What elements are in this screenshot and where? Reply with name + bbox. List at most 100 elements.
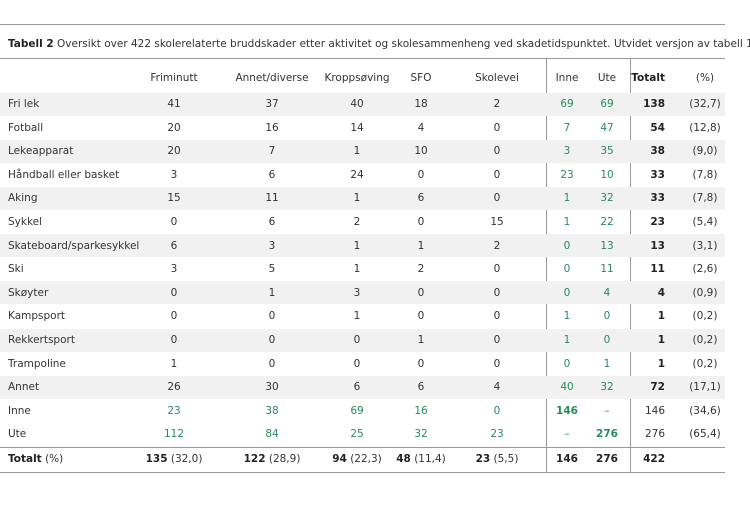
cell: 146 — [644, 404, 665, 417]
cell: – — [604, 404, 610, 417]
total-value: 135 — [145, 453, 168, 465]
column-header: Totalt — [631, 72, 665, 84]
cell: 54 — [650, 121, 665, 134]
row-label: Aking — [8, 192, 38, 205]
cell: 0 — [493, 192, 501, 205]
row-label: Kampsport — [8, 310, 66, 323]
cell: 2 — [417, 263, 425, 276]
cell: 0 — [170, 334, 178, 346]
cell: 11 — [600, 263, 614, 276]
cell: 38 — [650, 145, 665, 158]
cell: 1 — [657, 310, 665, 323]
cell: 3 — [170, 168, 178, 181]
cell: 32 — [600, 381, 614, 394]
rule — [0, 472, 725, 473]
total-label-suffix: (%) — [45, 453, 64, 465]
cell: 0 — [563, 357, 571, 370]
total-pct: (28,9) — [268, 453, 301, 465]
cell: 0 — [417, 168, 425, 181]
cell: 38 — [265, 404, 279, 417]
cell: 0 — [353, 334, 361, 346]
total-cell: 48 (11,4) — [396, 453, 446, 465]
cell: 23 — [650, 216, 665, 228]
cell: 6 — [417, 192, 425, 205]
cell: 0 — [268, 334, 276, 346]
cell: 1 — [563, 310, 571, 323]
cell: 0 — [268, 310, 276, 323]
divider — [546, 58, 547, 472]
total-pct: (11,4) — [414, 453, 446, 465]
cell: 7 — [268, 145, 276, 158]
cell: 0 — [170, 216, 178, 228]
column-header: Ute — [597, 72, 617, 84]
cell: 3 — [170, 263, 178, 276]
total-pct: (32,0) — [170, 453, 203, 465]
cell: 276 — [644, 428, 665, 441]
cell: 4 — [417, 121, 425, 134]
cell: 0 — [563, 286, 571, 299]
row-label: Sykkel — [8, 216, 43, 228]
divider — [630, 58, 631, 472]
row-label: Håndball eller basket — [8, 168, 120, 181]
total-cell: 94 (22,3) — [332, 453, 382, 465]
total-cell: 135 (32,0) — [146, 453, 203, 465]
cell: 11 — [650, 263, 665, 276]
cell: (12,8) — [689, 121, 721, 134]
column-header: Skolevei — [475, 72, 519, 84]
row-label: Trampoline — [8, 357, 66, 370]
cell: 22 — [600, 216, 614, 228]
cell: 1 — [353, 263, 361, 276]
total-value: 94 — [332, 453, 347, 465]
cell: (3,1) — [692, 239, 718, 252]
cell: 15 — [167, 192, 181, 205]
caption-label: Tabell 2 — [8, 38, 54, 50]
cell: 32 — [414, 428, 428, 441]
cell: 13 — [600, 239, 614, 252]
cell: 6 — [170, 239, 178, 252]
row-label: Annet — [8, 381, 40, 394]
cell: (7,8) — [692, 168, 718, 181]
cell: 0 — [563, 263, 571, 276]
caption-text: Oversikt over 422 skolerelaterte bruddsk… — [57, 38, 750, 50]
cell: 1 — [603, 357, 611, 370]
cell: 11 — [265, 192, 279, 205]
cell: 0 — [170, 286, 178, 299]
cell: 23 — [167, 404, 181, 417]
row-label: Ski — [8, 263, 24, 276]
cell: 6 — [268, 216, 276, 228]
cell: (32,7) — [689, 98, 721, 110]
cell: 3 — [353, 286, 361, 299]
cell: 2 — [493, 98, 501, 110]
row-label: Rekkertsport — [8, 334, 75, 346]
cell: 1 — [417, 334, 425, 346]
column-header: SFO — [410, 72, 432, 84]
cell: 16 — [414, 404, 428, 417]
row-label: Skateboard/sparkesykkel — [8, 239, 140, 252]
cell: 0 — [493, 334, 501, 346]
cell: 18 — [414, 98, 428, 110]
cell: 16 — [265, 121, 279, 134]
cell: 32 — [600, 192, 614, 205]
cell: 0 — [563, 239, 571, 252]
cell: 6 — [353, 381, 361, 394]
cell: 1 — [353, 145, 361, 158]
cell: 24 — [350, 168, 364, 181]
cell: 6 — [268, 168, 276, 181]
caption: Tabell 2 Oversikt over 422 skolerelatert… — [8, 38, 750, 50]
cell: 15 — [490, 216, 504, 228]
cell: 4 — [493, 381, 501, 394]
cell: 0 — [493, 357, 501, 370]
total-label: Totalt (%) — [8, 453, 63, 465]
cell: 0 — [417, 310, 425, 323]
cell: 23 — [560, 168, 574, 181]
column-header: Annet/diverse — [235, 72, 309, 84]
cell: 0 — [493, 168, 501, 181]
cell: 1 — [563, 216, 571, 228]
rule — [0, 58, 725, 59]
cell: 2 — [353, 216, 361, 228]
total-cell: 276 — [596, 453, 618, 465]
cell: 1 — [353, 310, 361, 323]
cell: (0,2) — [692, 334, 718, 346]
cell: 13 — [650, 239, 665, 252]
cell: 6 — [417, 381, 425, 394]
